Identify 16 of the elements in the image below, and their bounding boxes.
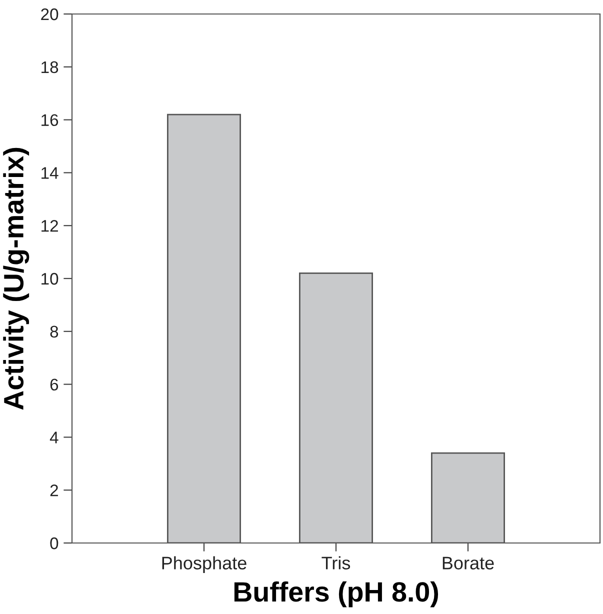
y-tick-label: 6: [50, 378, 58, 391]
y-tick-label: 10: [42, 272, 58, 285]
y-tick-label: 16: [42, 114, 58, 126]
x-axis-title: Buffers (pH 8.0): [234, 581, 438, 608]
y-tick-label: 2: [50, 484, 58, 496]
x-tick-label: Phosphate: [162, 556, 246, 574]
y-tick-label: 14: [42, 167, 58, 179]
y-tick-label: 8: [50, 326, 58, 338]
y-tick-label: 18: [42, 61, 58, 74]
x-tick-label: Tris: [322, 556, 350, 570]
y-tick-label: 20: [41, 8, 58, 20]
y-tick-label: 12: [42, 220, 58, 232]
x-tick-label: Borate: [442, 556, 494, 570]
y-tick-label: 4: [50, 432, 58, 444]
y-axis-title: Activity (U/g-matrix): [3, 148, 30, 410]
y-tick-label: 0: [50, 537, 58, 550]
